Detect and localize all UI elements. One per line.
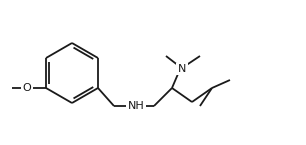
- Text: NH: NH: [128, 101, 144, 111]
- Text: N: N: [178, 64, 186, 74]
- Text: O: O: [23, 83, 32, 93]
